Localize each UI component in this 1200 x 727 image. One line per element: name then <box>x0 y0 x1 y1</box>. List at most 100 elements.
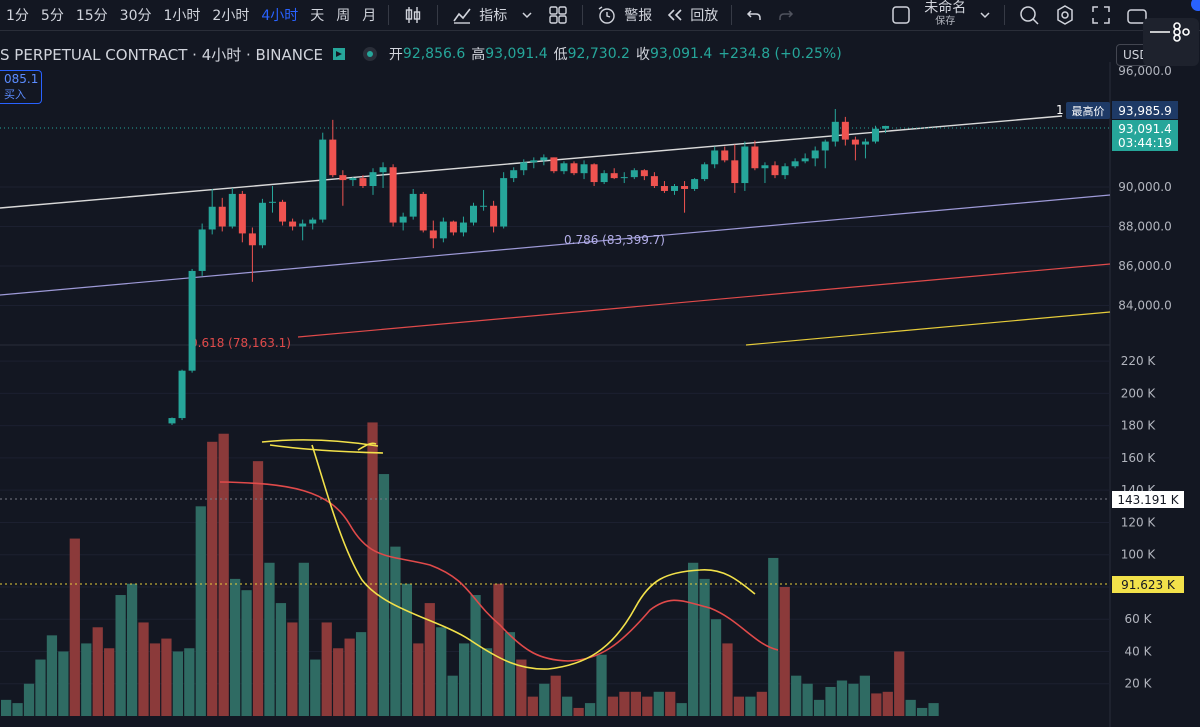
interval-4[interactable]: 1小时 <box>163 8 201 24</box>
volume-peak-scribble[interactable] <box>261 439 384 454</box>
candle-body[interactable] <box>701 164 709 180</box>
candle-body[interactable] <box>882 125 890 129</box>
templates-button[interactable] <box>540 4 576 26</box>
candle-body[interactable] <box>861 141 869 145</box>
interval-1[interactable]: 5分 <box>40 8 64 24</box>
replay-button[interactable]: 回放 <box>659 5 725 25</box>
candle-body[interactable] <box>279 201 287 222</box>
snapshot-button[interactable] <box>1119 4 1155 26</box>
candle-body[interactable] <box>309 219 317 224</box>
indicators-button[interactable]: 指标 <box>444 4 514 26</box>
candle-body[interactable] <box>289 221 297 227</box>
candle-body[interactable] <box>429 230 437 239</box>
candle-body[interactable] <box>480 205 488 207</box>
layout-dropdown[interactable] <box>972 9 998 21</box>
fullscreen-button[interactable] <box>1083 4 1119 26</box>
fib-0786-line[interactable] <box>0 194 1111 296</box>
candle-body[interactable] <box>711 150 719 165</box>
interval-7[interactable]: 天 <box>310 8 325 24</box>
candle-body[interactable] <box>721 150 729 161</box>
interval-9[interactable]: 月 <box>362 8 377 24</box>
candle-body[interactable] <box>851 139 859 145</box>
candle-body[interactable] <box>238 193 246 234</box>
candle-body[interactable] <box>178 370 186 419</box>
candle-body[interactable] <box>258 202 266 246</box>
candle-body[interactable] <box>540 157 548 161</box>
indicators-dropdown[interactable] <box>514 9 540 21</box>
interval-8[interactable]: 周 <box>336 8 351 24</box>
candle-body[interactable] <box>620 177 628 179</box>
candle-body[interactable] <box>228 193 236 227</box>
candle-body[interactable] <box>630 170 638 178</box>
order-price-pill[interactable]: 085.1 买入 <box>0 70 42 104</box>
candle-body[interactable] <box>801 158 809 162</box>
candle-body[interactable] <box>409 193 417 217</box>
candle-body[interactable] <box>399 216 407 223</box>
alert-button[interactable]: 警报 <box>589 4 659 26</box>
settings-button[interactable] <box>1047 4 1083 26</box>
candle-body[interactable] <box>600 173 608 183</box>
candle-body[interactable] <box>248 233 256 246</box>
candle-body[interactable] <box>550 157 558 172</box>
candle-body[interactable] <box>449 221 457 233</box>
candle-body[interactable] <box>269 201 276 203</box>
layout-square-button[interactable] <box>884 5 918 25</box>
candle-body[interactable] <box>379 167 387 173</box>
candle-body[interactable] <box>821 141 829 151</box>
candle-body[interactable] <box>751 146 759 169</box>
interval-5[interactable]: 2小时 <box>212 8 250 24</box>
candle-body[interactable] <box>319 139 327 220</box>
candle-body[interactable] <box>470 205 477 223</box>
candle-style-button[interactable] <box>395 4 431 26</box>
candle-body[interactable] <box>188 270 196 371</box>
candle-body[interactable] <box>198 229 206 271</box>
interval-2[interactable]: 15分 <box>75 8 108 24</box>
candle-body[interactable] <box>439 221 447 239</box>
candle-body[interactable] <box>640 170 648 177</box>
candle-body[interactable] <box>299 223 307 227</box>
volume-hand-drawn-curve[interactable] <box>311 444 756 670</box>
redo-button[interactable] <box>770 7 802 23</box>
currency-selector[interactable]: USDT <box>1116 44 1186 66</box>
candle-body[interactable] <box>650 176 658 187</box>
volume-ma-red-curve[interactable] <box>219 481 779 662</box>
candle-body[interactable] <box>671 186 678 191</box>
undo-button[interactable] <box>738 7 770 23</box>
candle-body[interactable] <box>389 167 397 223</box>
candle-body[interactable] <box>791 161 799 167</box>
candle-body[interactable] <box>490 205 498 227</box>
quick-search-button[interactable] <box>1011 4 1047 26</box>
candle-body[interactable] <box>681 186 689 189</box>
candle-body[interactable] <box>841 121 849 140</box>
candle-body[interactable] <box>168 418 176 424</box>
candle-body[interactable] <box>731 160 739 184</box>
candle-body[interactable] <box>610 173 618 179</box>
candle-body[interactable] <box>590 164 598 183</box>
candle-body[interactable] <box>831 121 839 142</box>
interval-0[interactable]: 1分 <box>6 8 29 24</box>
flag-icon[interactable] <box>332 48 345 60</box>
fib-0618-line[interactable] <box>297 263 1111 338</box>
candle-body[interactable] <box>329 139 337 176</box>
layout-name-button[interactable]: 未命名 保存 <box>918 1 972 28</box>
candle-body[interactable] <box>419 193 427 231</box>
candle-body[interactable] <box>560 163 568 172</box>
interval-6[interactable]: 4小时 <box>261 8 299 24</box>
candle-body[interactable] <box>781 166 789 176</box>
candle-body[interactable] <box>660 186 668 191</box>
candle-body[interactable] <box>771 165 779 176</box>
candle-body[interactable] <box>349 178 357 181</box>
candle-body[interactable] <box>359 178 367 187</box>
candle-body[interactable] <box>520 162 528 171</box>
candle-body[interactable] <box>459 222 467 233</box>
candle-body[interactable] <box>500 178 508 227</box>
trendline-upper[interactable] <box>0 115 1063 209</box>
candle-body[interactable] <box>369 172 377 187</box>
candle-body[interactable] <box>811 150 819 159</box>
candle-body[interactable] <box>872 128 879 142</box>
interval-3[interactable]: 30分 <box>119 8 152 24</box>
candle-body[interactable] <box>218 206 226 227</box>
candle-body[interactable] <box>339 175 347 181</box>
candle-body[interactable] <box>570 163 578 174</box>
symbol-title[interactable]: S PERPETUAL CONTRACT · 4小时 · BINANCE <box>0 45 323 64</box>
